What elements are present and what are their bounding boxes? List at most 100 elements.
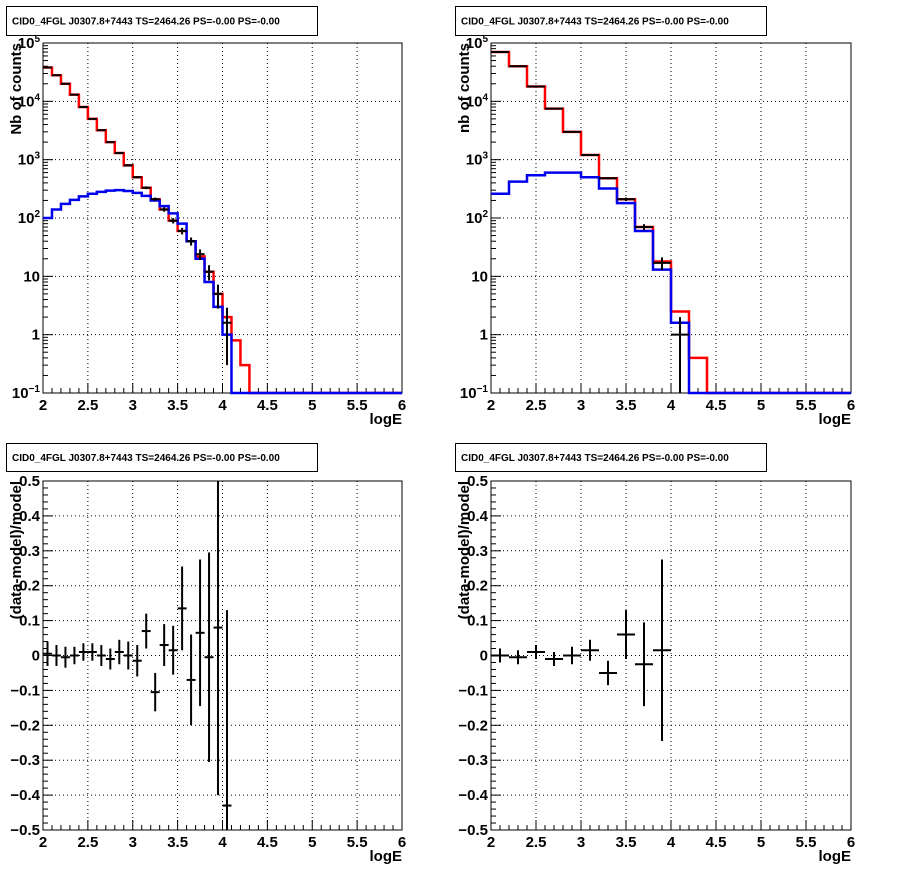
histogram-line: [491, 171, 851, 395]
x-axis-label: logE: [370, 848, 403, 865]
chart-title: CID0_4FGL J0307.8+7443 TS=2464.26 PS=-0.…: [12, 17, 280, 28]
y-tick-label: 0.5: [467, 473, 488, 490]
y-tick-exponent: 2: [34, 209, 40, 220]
data-point: [141, 186, 151, 190]
y-tick-label: 104: [18, 92, 41, 110]
data-point: [617, 610, 635, 659]
data-point: [635, 224, 653, 231]
series-2: [491, 171, 851, 395]
y-tick-label: 105: [18, 34, 41, 52]
y-tick-label: −0.3: [10, 752, 40, 769]
y-tick-label: 105: [466, 34, 489, 52]
x-tick-label: 5.5: [796, 834, 817, 851]
y-tick-label: 10: [23, 268, 40, 285]
x-tick-label: 6: [847, 397, 855, 414]
data-point: [132, 176, 142, 179]
y-tick-label: 1: [480, 327, 488, 344]
grid-lines: [43, 43, 402, 393]
data-point: [78, 643, 88, 661]
x-tick-label: 2: [39, 834, 47, 851]
x-tick-label: 4.5: [706, 397, 727, 414]
data-point: [123, 164, 133, 167]
x-tick-label: 2: [39, 397, 47, 414]
data-point: [599, 660, 617, 686]
y-tick-label: 103: [18, 151, 41, 169]
data-point: [213, 481, 223, 796]
y-tick-label: 0.4: [19, 508, 41, 525]
y-tick-label: 102: [466, 209, 489, 227]
data-point: [114, 152, 124, 155]
x-tick-label: 4: [667, 397, 676, 414]
x-tick-label: 5: [308, 397, 316, 414]
y-tick-label: 10−1: [460, 384, 489, 402]
data-point: [132, 645, 142, 677]
y-tick-label: −0.5: [10, 822, 40, 839]
y-axis-label: nb of counts: [456, 43, 473, 133]
y-tick-exponent: 5: [482, 34, 488, 45]
y-tick-label: 0.4: [467, 508, 489, 525]
y-tick-exponent: 4: [482, 92, 488, 103]
y-tick-label: −0.2: [458, 717, 488, 734]
chart-panel-2: CID0_4FGL J0307.8+7443 TS=2464.26 PS=-0.…: [455, 6, 855, 428]
title-box: [455, 443, 767, 472]
y-tick-label: 104: [466, 92, 489, 110]
x-tick-label: 6: [398, 397, 406, 414]
chart-panel-3: CID0_4FGL J0307.8+7443 TS=2464.26 PS=-0.…: [6, 443, 406, 865]
data-point: [491, 648, 509, 663]
data-point: [222, 610, 232, 830]
y-tick-base: 10: [466, 35, 483, 52]
histogram-line: [43, 66, 402, 395]
x-tick-label: 3.5: [616, 397, 637, 414]
y-tick-label: 102: [18, 209, 41, 227]
y-tick-exponent: −1: [29, 384, 41, 395]
y-tick-base: 10: [18, 210, 35, 227]
data-point: [563, 130, 581, 133]
chart-title: CID0_4FGL J0307.8+7443 TS=2464.26 PS=-0.…: [12, 453, 280, 464]
data-point: [87, 643, 97, 661]
y-tick-label: −0.1: [10, 682, 40, 699]
data-point: [545, 652, 563, 666]
y-tick-label: −0.5: [458, 822, 488, 839]
data-point: [599, 177, 617, 180]
x-tick-label: 5.5: [347, 397, 368, 414]
y-tick-label: −0.2: [10, 717, 40, 734]
x-tick-label: 4.5: [257, 834, 278, 851]
grid-lines: [491, 481, 851, 830]
y-tick-label: 0.3: [19, 543, 40, 560]
data-point: [123, 641, 133, 670]
y-tick-base: 10: [18, 152, 35, 169]
y-axis-label: (data-model)/model: [8, 481, 25, 619]
x-tick-label: 5.5: [347, 834, 368, 851]
x-tick-label: 6: [398, 834, 406, 851]
y-tick-base: 10: [466, 93, 483, 110]
data-point: [159, 624, 169, 666]
x-tick-label: 4.5: [257, 397, 278, 414]
data-point: [617, 197, 635, 202]
chart-panel-4: CID0_4FGL J0307.8+7443 TS=2464.26 PS=-0.…: [455, 443, 855, 865]
x-tick-label: 4.5: [706, 834, 727, 851]
data-point: [168, 218, 178, 224]
data-point: [150, 672, 160, 712]
axis-ticks: [42, 480, 403, 831]
data-point: [509, 650, 527, 665]
series-1: [491, 559, 671, 742]
y-tick-label: 103: [466, 151, 489, 169]
title-box: [6, 6, 318, 36]
series-1: [43, 66, 402, 395]
series-1: [43, 481, 232, 830]
x-tick-label: 3: [577, 397, 585, 414]
x-tick-label: 2.5: [526, 397, 547, 414]
data-point: [105, 141, 115, 144]
x-tick-label: 3: [129, 834, 137, 851]
y-tick-label: −0.3: [458, 752, 488, 769]
data-point: [114, 639, 124, 665]
y-tick-base: 10: [12, 385, 29, 402]
y-tick-base: 10: [460, 385, 477, 402]
x-tick-label: 3: [129, 397, 137, 414]
x-axis-label: logE: [370, 411, 403, 428]
x-tick-label: 4: [667, 834, 676, 851]
y-tick-label: 0: [480, 648, 488, 665]
data-point: [96, 645, 106, 666]
series-2: [43, 188, 402, 395]
